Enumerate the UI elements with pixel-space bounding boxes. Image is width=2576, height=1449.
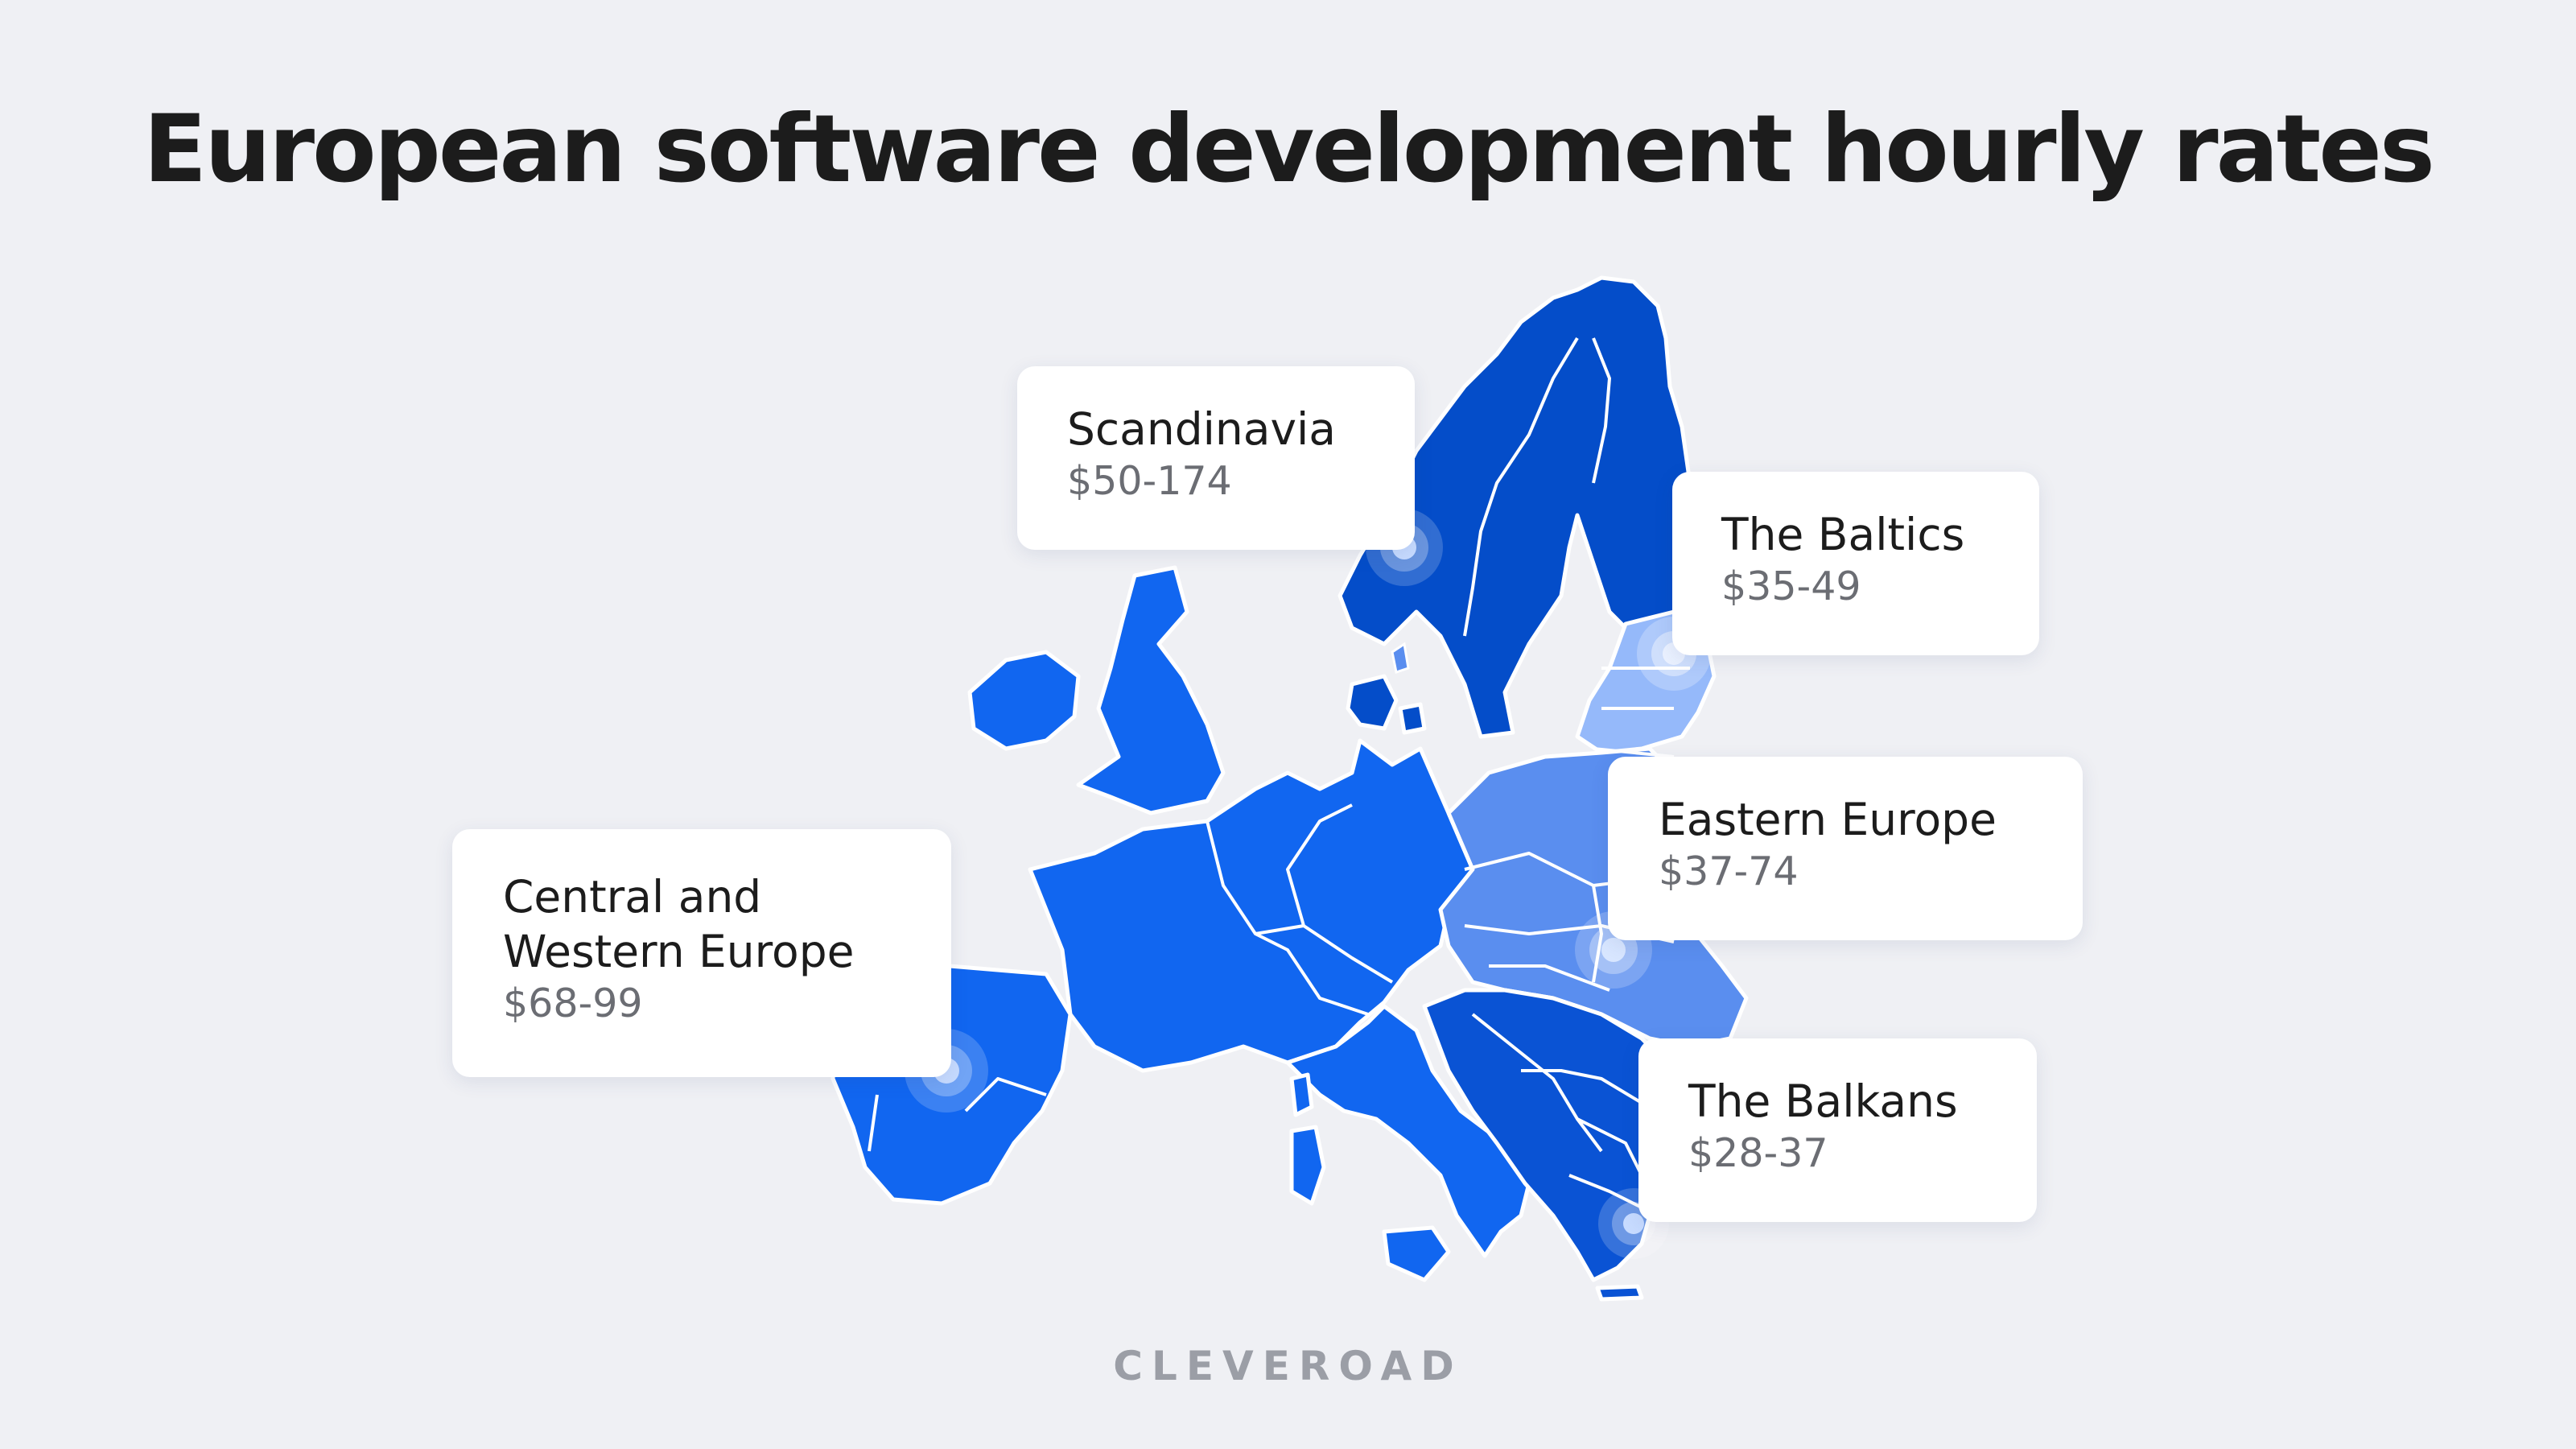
lake-vanern	[1391, 642, 1410, 674]
inner-borders-east	[1464, 667, 1690, 992]
region-rate-baltics: $35-49	[1721, 564, 1861, 609]
page-title: European software development hourly rat…	[143, 95, 2435, 204]
region-name-scandinavia: Scandinavia	[1067, 403, 1337, 455]
region-rate-balkans: $28-37	[1688, 1130, 1828, 1176]
region-name-eastern-europe: Eastern Europe	[1659, 794, 1997, 845]
region-ireland	[967, 650, 1081, 751]
region-scandinavia	[1337, 275, 1717, 739]
region-denmark	[1346, 674, 1399, 731]
inner-borders-west	[868, 803, 1394, 1152]
inner-borders-balkans	[1471, 1013, 1643, 1209]
region-crete	[1595, 1284, 1644, 1302]
label-card-balkans: The Balkans $28-37	[1638, 1038, 2037, 1222]
cleveroad-logo: CLEVEROAD	[1113, 1343, 1463, 1389]
inner-borders-scandinavia	[1463, 336, 1611, 637]
region-great-britain	[1076, 565, 1226, 815]
region-corsica	[1289, 1072, 1314, 1117]
region-name-central-western-line1: Central and	[503, 871, 762, 923]
label-card-scandinavia: Scandinavia $50-174	[1017, 366, 1415, 550]
region-sardinia	[1289, 1125, 1326, 1206]
region-rate-eastern-europe: $37-74	[1659, 848, 1799, 894]
region-name-central-western-line2: Western Europe	[503, 926, 855, 977]
region-rate-central-western: $68-99	[503, 980, 643, 1026]
region-rate-scandinavia: $50-174	[1067, 458, 1232, 504]
region-italy	[1285, 1004, 1531, 1258]
region-name-balkans: The Balkans	[1688, 1075, 1958, 1127]
label-card-central-western: Central and Western Europe $68-99	[452, 829, 951, 1077]
region-sicily	[1382, 1225, 1451, 1282]
region-denmark-island	[1398, 702, 1427, 735]
label-card-baltics: The Baltics $35-49	[1672, 472, 2039, 655]
region-name-baltics: The Baltics	[1721, 509, 1965, 560]
label-card-eastern-europe: Eastern Europe $37-74	[1608, 757, 2083, 940]
